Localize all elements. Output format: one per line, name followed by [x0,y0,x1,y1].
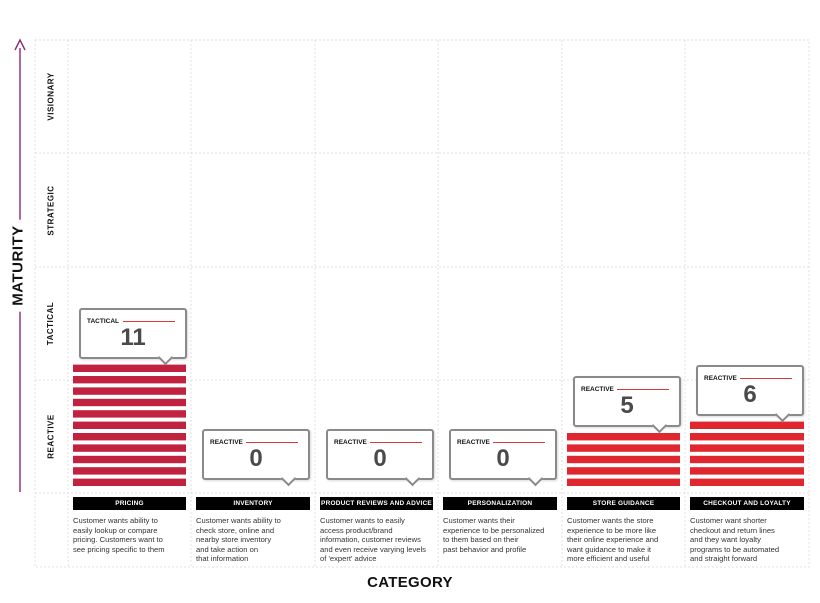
bar-segment [73,478,186,486]
maturity-label-visionary: VISIONARY [36,40,66,153]
category-label: PRODUCT REVIEWS AND ADVICE [320,497,433,510]
bar-segment [567,444,680,452]
maturity-label-text: STRATEGIC [46,184,56,236]
callout-value: 0 [496,445,510,472]
maturity-label-text: TACTICAL [46,301,56,346]
bar-segment [690,467,804,475]
category-label: STORE GUIDANCE [567,497,680,510]
callout-maturity-tag: REACTIVE [457,439,490,446]
callout-rule [617,389,669,390]
bars [73,364,804,486]
bar-segment [73,364,186,372]
x-axis-title: CATEGORY [367,574,453,591]
category-description: Customer wants ability to easily lookup … [73,516,165,554]
bar-segment [690,421,804,429]
maturity-label-text: REACTIVE [46,414,56,459]
category-label: PERSONALIZATION [443,497,557,510]
bar-segment [73,410,186,418]
maturity-label-text: VISIONARY [46,72,56,121]
bar-segment [567,478,680,486]
bar-segment [73,467,186,475]
category-label: CHECKOUT AND LOYALTY [690,497,804,510]
category-description: Customer wants their experience to be pe… [443,516,545,554]
bar-segment [567,455,680,464]
bar-segment [73,398,186,407]
bar-segment [73,433,186,441]
callout-maturity-tag: REACTIVE [704,374,737,382]
bar-segment [73,421,186,429]
bar-segment [690,455,804,464]
bar-segment [567,467,680,475]
value-callout: REACTIVE 0 [326,429,434,487]
category-description: Customer wants to easily access product/… [320,516,426,564]
bar-segment [567,433,680,441]
bar-segment [73,444,186,452]
callout-value: 5 [620,392,634,419]
category-description: Customer wants the store experience to b… [567,516,659,564]
value-callout: REACTIVE 5 [573,376,681,434]
callout-value: 0 [249,445,263,472]
callout-value: 0 [373,445,387,472]
bar-segment [73,387,186,395]
callout-maturity-tag: TACTICAL [87,317,120,325]
grid-border [34,39,810,568]
maturity-label-strategic: STRATEGIC [36,153,66,267]
callout-rule [370,442,422,443]
value-callout: REACTIVE 0 [202,429,310,487]
grid [34,39,810,568]
callout-rule [493,442,545,443]
callout-maturity-tag: REACTIVE [581,386,614,393]
bar-segment [690,444,804,452]
callout-maturity-tag: REACTIVE [334,439,367,446]
category-label: PRICING [73,497,186,510]
category-description: Customer want shorter checkout and retur… [690,516,780,564]
callout-value: 11 [120,323,146,351]
value-callout: REACTIVE 0 [449,429,557,487]
bar-segment [73,455,186,464]
bar-segment [690,433,804,441]
category-description: Customer wants ability to check store, o… [196,516,281,564]
value-callout: TACTICAL 11 [79,307,187,365]
bar-segment [73,376,186,384]
callout-rule [246,442,298,443]
callout-maturity-tag: REACTIVE [210,439,243,446]
category-label: INVENTORY [196,497,310,510]
maturity-label-reactive: REACTIVE [36,380,66,493]
bar-segment [690,478,804,486]
callout-rule [740,377,792,379]
y-axis-title: MATURITY [9,218,27,312]
value-callout: REACTIVE 6 [696,364,804,422]
maturity-label-tactical: TACTICAL [36,267,66,380]
callout-value: 6 [743,380,757,408]
callout-rule [123,320,175,322]
